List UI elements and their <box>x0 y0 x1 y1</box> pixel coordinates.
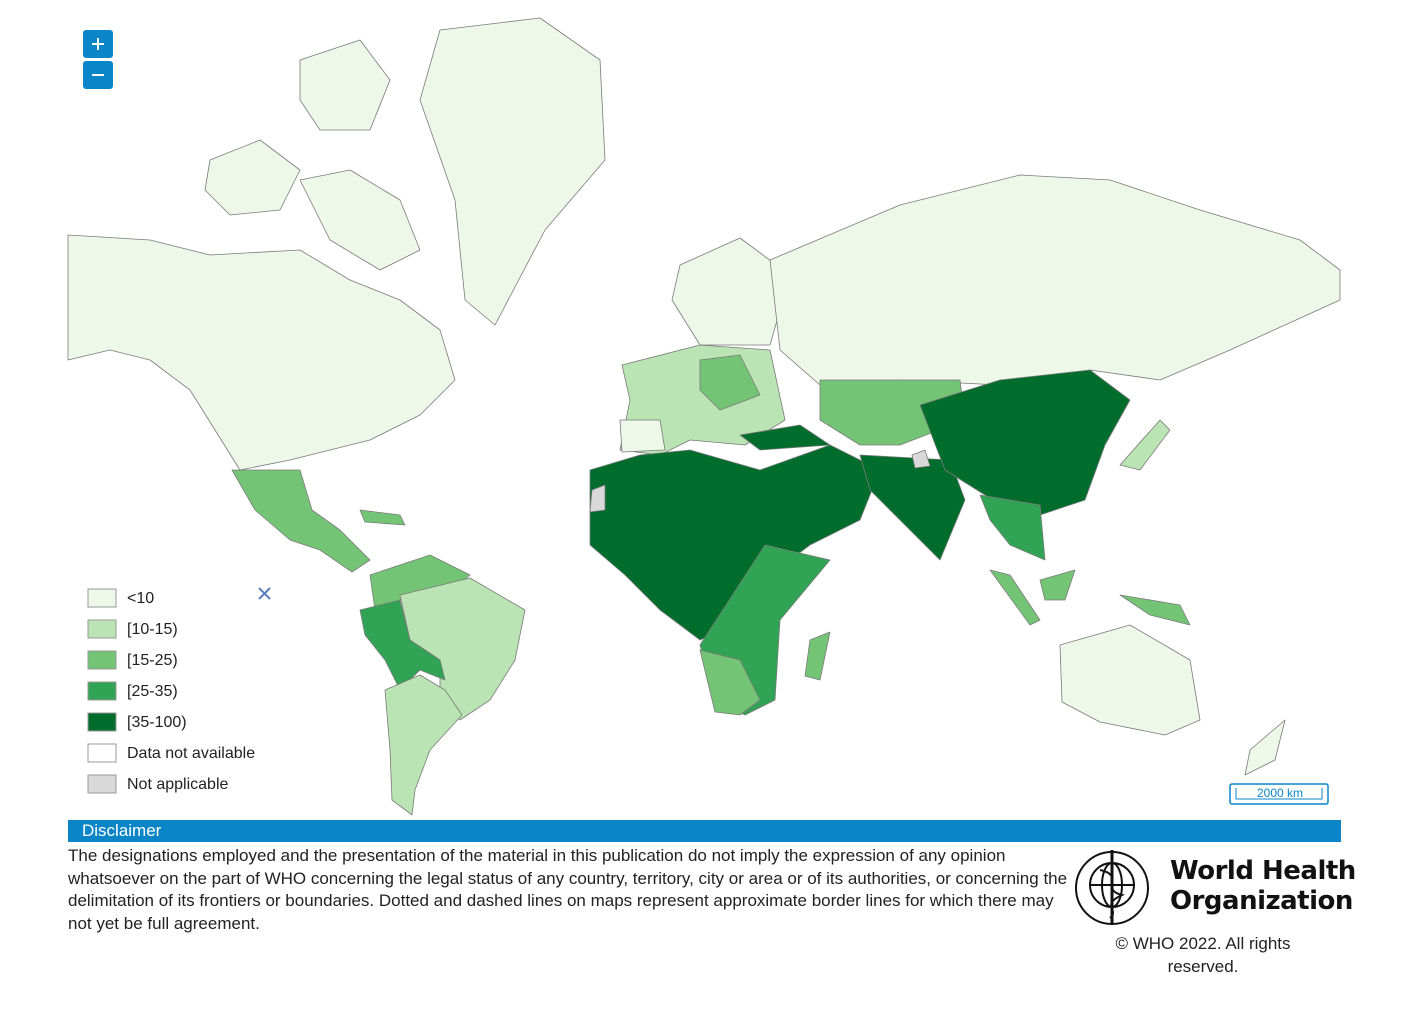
logo-line: World Health <box>1170 856 1356 886</box>
copyright: © WHO 2022. All rights reserved. <box>1115 934 1291 976</box>
logo-text: World Health Organization <box>1170 856 1356 916</box>
who-emblem <box>1075 850 1149 925</box>
country <box>359 509 406 526</box>
zoom-out[interactable] <box>83 61 113 89</box>
country <box>919 369 1131 521</box>
legend-swatch <box>87 650 117 670</box>
legend-label: [10-15) <box>127 621 178 638</box>
legend-label: [35-100) <box>127 714 187 731</box>
legend: <10 [10-15) [15-25) [25-35) [35-100) Data not… <box>87 588 255 794</box>
disclaimer-title: Disclaimer <box>82 821 162 840</box>
country <box>769 174 1341 386</box>
legend-swatch <box>87 681 117 701</box>
country <box>911 449 931 469</box>
legend-label: <10 <box>127 590 154 607</box>
legend-swatch <box>87 743 117 763</box>
country <box>699 649 761 716</box>
zoom-in[interactable] <box>83 30 113 58</box>
legend-label: [15-25) <box>127 652 178 669</box>
countries <box>67 17 1341 816</box>
country <box>1059 624 1201 736</box>
scale-label: 2000 km <box>1257 786 1303 800</box>
country <box>67 234 456 471</box>
legend-close[interactable] <box>258 587 271 600</box>
country <box>619 419 666 453</box>
legend-swatch <box>87 588 117 608</box>
country <box>1039 569 1076 601</box>
country <box>804 631 831 681</box>
country <box>299 39 391 131</box>
scale-bar: 2000 km <box>1229 783 1329 805</box>
legend-swatch <box>87 774 117 794</box>
legend-label: Not applicable <box>127 776 229 793</box>
country <box>989 569 1041 626</box>
country <box>699 354 761 411</box>
country <box>671 237 791 346</box>
disclaimer-text: The designations employed and the presen… <box>68 846 1068 933</box>
disclaimer-bar[interactable]: Disclaimer <box>68 820 1341 842</box>
country <box>419 17 606 326</box>
country <box>589 484 606 513</box>
country <box>739 424 831 451</box>
country <box>359 599 446 691</box>
legend-label: [25-35) <box>127 683 178 700</box>
country <box>1119 419 1171 471</box>
country <box>384 674 463 816</box>
legend-swatch <box>87 712 117 732</box>
country <box>1244 719 1286 776</box>
legend-label: Data not available <box>127 745 255 762</box>
logo-line: Organization <box>1170 886 1353 916</box>
country <box>231 469 371 573</box>
legend-swatch <box>87 619 117 639</box>
country <box>204 139 301 216</box>
country <box>1119 594 1191 626</box>
country <box>299 169 421 271</box>
country <box>589 444 881 641</box>
country <box>979 494 1046 561</box>
